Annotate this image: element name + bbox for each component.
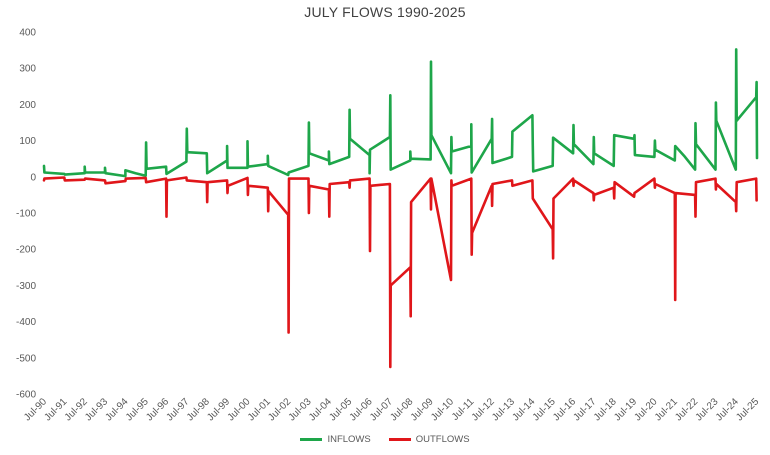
y-tick-label: 400 bbox=[19, 28, 36, 39]
y-tick-label: -500 bbox=[16, 353, 36, 364]
chart-legend: INFLOWS OUTFLOWS bbox=[0, 434, 770, 445]
x-tick-label: Jul-10 bbox=[429, 396, 456, 423]
x-tick-label: Jul-25 bbox=[734, 396, 761, 423]
y-tick-label: 300 bbox=[19, 64, 36, 75]
y-tick-label: -200 bbox=[16, 245, 36, 256]
legend-swatch-inflows bbox=[300, 438, 323, 441]
y-tick-label: -100 bbox=[16, 209, 36, 220]
y-tick-label: -600 bbox=[16, 390, 36, 401]
legend-label-inflows: INFLOWS bbox=[327, 434, 371, 445]
y-tick-label: -400 bbox=[16, 317, 36, 328]
inflows-series-line bbox=[42, 48, 759, 178]
outflows-series-line bbox=[42, 176, 758, 369]
y-tick-label: 100 bbox=[19, 136, 36, 147]
legend-swatch-outflows bbox=[388, 438, 411, 441]
legend-label-outflows: OUTFLOWS bbox=[415, 434, 470, 445]
legend-item-inflows: INFLOWS bbox=[300, 434, 371, 445]
chart-title: JULY FLOWS 1990-2025 bbox=[304, 4, 466, 20]
y-tick-label: 200 bbox=[19, 100, 36, 111]
y-tick-label: 0 bbox=[30, 172, 36, 183]
y-tick-label: -300 bbox=[16, 281, 36, 292]
legend-item-outflows: OUTFLOWS bbox=[388, 434, 470, 445]
